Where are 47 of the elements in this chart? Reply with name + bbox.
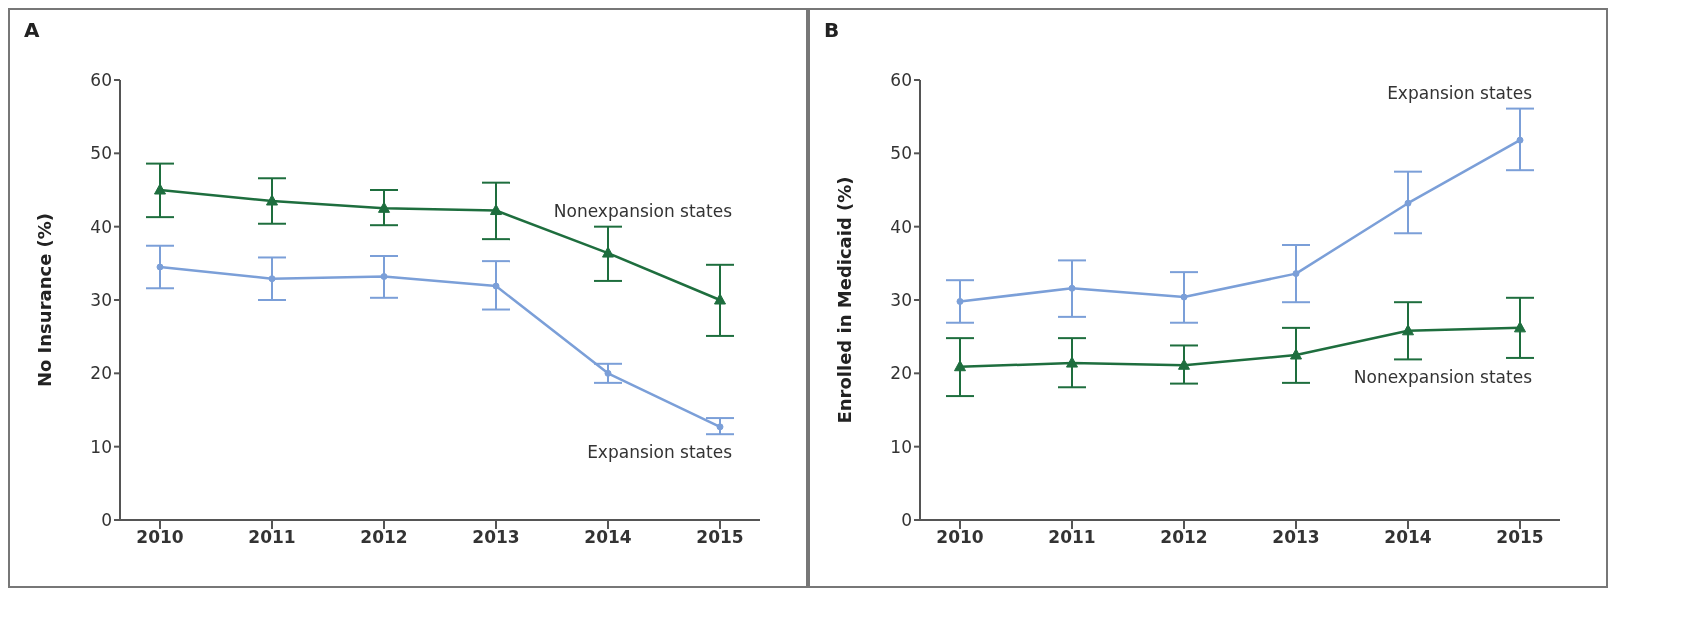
y-tick-label: 50 — [890, 143, 912, 164]
point — [1180, 293, 1188, 301]
y-tick-label: 20 — [890, 363, 912, 384]
y-tick-label: 10 — [890, 436, 912, 457]
y-axis-title: Enrolled in Medicaid (%) — [834, 176, 856, 424]
point — [1292, 270, 1300, 278]
point — [490, 204, 502, 216]
series-label: Expansion states — [587, 442, 733, 463]
y-tick-label: 20 — [90, 363, 112, 384]
y-tick-label: 60 — [890, 70, 912, 91]
point — [956, 297, 964, 305]
y-tick-label: 40 — [90, 216, 112, 237]
y-axis-title: No Insurance (%) — [34, 212, 56, 388]
x-tick-label: 2012 — [1160, 527, 1208, 548]
y-tick-label: 30 — [90, 290, 112, 311]
y-tick-label: 30 — [890, 290, 912, 311]
chart-title: A — [24, 18, 40, 42]
text: Expansion states — [1387, 82, 1533, 103]
point — [604, 369, 612, 377]
point — [716, 423, 724, 431]
y-tick-label: 50 — [90, 143, 112, 164]
x-tick-label: 2014 — [1384, 527, 1432, 548]
x-tick-label: 2010 — [136, 527, 184, 548]
series-label: Nonexpansion states — [1353, 367, 1533, 388]
x-tick-label: 2013 — [472, 527, 520, 548]
x-tick-label: 2010 — [936, 527, 984, 548]
y-tick-label: 40 — [890, 216, 912, 237]
y-tick-label: 60 — [90, 70, 112, 91]
y-tick-label: 10 — [90, 436, 112, 457]
point — [268, 275, 276, 283]
x-tick-label: 2012 — [360, 527, 408, 548]
point — [492, 282, 500, 290]
point — [1404, 199, 1412, 207]
point — [156, 263, 164, 271]
x-tick-label: 2011 — [248, 527, 296, 548]
chart-title: B — [824, 18, 840, 42]
x-tick-label: 2014 — [584, 527, 632, 548]
series-label: Nonexpansion states — [553, 200, 733, 221]
x-tick-label: 2013 — [1272, 527, 1320, 548]
y-tick-label: 0 — [901, 510, 912, 531]
y-tick-label: 0 — [101, 510, 112, 531]
point — [380, 273, 388, 281]
x-tick-label: 2015 — [696, 527, 744, 548]
point — [1068, 284, 1076, 292]
point — [1516, 136, 1524, 144]
x-tick-label: 2015 — [1496, 527, 1544, 548]
x-tick-label: 2011 — [1048, 527, 1096, 548]
